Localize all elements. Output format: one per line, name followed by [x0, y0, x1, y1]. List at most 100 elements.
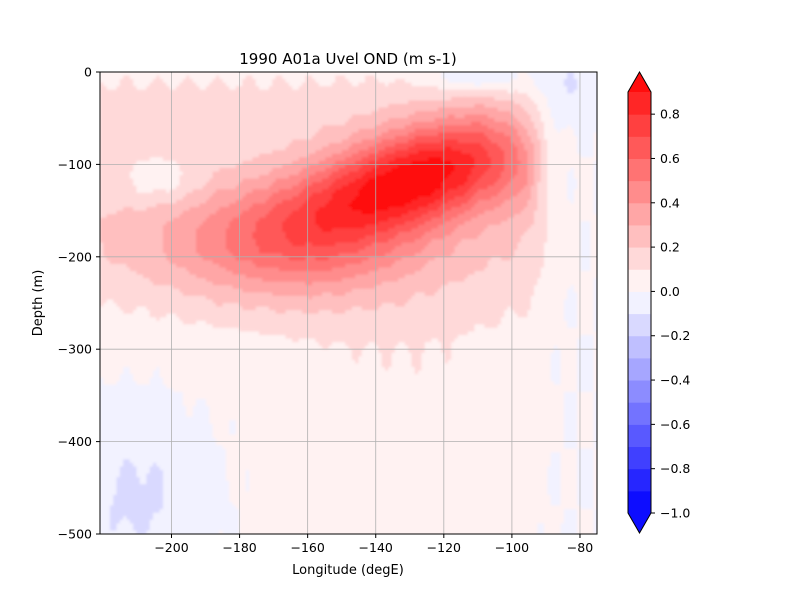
field-cell — [567, 167, 572, 173]
field-cell — [249, 143, 254, 148]
field-cell — [547, 139, 552, 144]
field-cell — [361, 153, 366, 158]
field-cell — [176, 100, 181, 105]
field-cell — [288, 100, 293, 105]
field-cell — [497, 171, 502, 176]
field-cell — [534, 139, 538, 144]
field-cell — [222, 150, 227, 155]
field-cell — [133, 132, 138, 137]
field-cell — [543, 167, 548, 173]
field-cell — [510, 171, 515, 176]
field-cell — [444, 164, 449, 169]
field-cell — [573, 139, 578, 144]
field-cell — [222, 167, 227, 173]
field-cell — [182, 107, 187, 112]
field-cell — [510, 100, 515, 105]
field-cell — [467, 86, 472, 91]
field-cell — [298, 114, 303, 119]
field-cell — [199, 86, 204, 91]
field-cell — [100, 89, 104, 94]
field-cell — [275, 143, 280, 148]
field-cell — [557, 128, 562, 134]
field-cell — [139, 139, 144, 144]
field-cell — [321, 82, 326, 87]
field-cell — [109, 114, 114, 119]
field-cell — [447, 139, 452, 144]
field-cell — [222, 86, 227, 91]
field-cell — [358, 103, 363, 109]
field-cell — [461, 93, 466, 98]
field-cell — [245, 86, 250, 91]
field-cell — [388, 118, 393, 123]
field-cell — [454, 86, 459, 91]
field-cell — [381, 164, 386, 169]
field-cell — [146, 93, 151, 98]
field-cell — [547, 100, 552, 105]
field-cell — [414, 171, 419, 176]
field-cell — [278, 93, 283, 98]
field-cell — [557, 111, 562, 116]
field-cell — [560, 89, 565, 94]
field-cell — [414, 164, 419, 169]
field-cell — [318, 128, 323, 134]
field-cell — [365, 72, 369, 77]
field-cell — [245, 118, 250, 123]
field-cell — [172, 153, 177, 158]
field-cell — [451, 128, 456, 134]
field-cell — [570, 79, 575, 84]
field-cell — [375, 72, 379, 77]
field-cell — [550, 114, 555, 119]
field-cell — [245, 79, 250, 84]
field-cell — [325, 107, 330, 112]
field-cell — [302, 150, 307, 155]
field-cell — [272, 72, 277, 77]
field-cell — [113, 160, 118, 165]
field-cell — [527, 143, 532, 148]
field-cell — [454, 132, 459, 137]
field-cell — [590, 86, 595, 91]
field-cell — [361, 75, 366, 80]
field-cell — [378, 100, 383, 105]
field-cell — [431, 139, 436, 144]
field-cell — [394, 171, 399, 176]
field-cell — [153, 157, 157, 162]
field-cell — [159, 75, 164, 80]
field-cell — [451, 153, 456, 158]
field-cell — [418, 86, 422, 91]
field-cell — [381, 143, 386, 148]
field-cell — [219, 167, 224, 173]
field-cell — [109, 160, 114, 165]
field-cell — [282, 86, 287, 91]
field-cell — [447, 160, 452, 165]
field-cell — [341, 171, 346, 176]
field-cell — [262, 171, 267, 176]
field-cell — [497, 143, 502, 148]
field-cell — [119, 107, 124, 112]
field-cell — [119, 118, 124, 123]
field-cell — [365, 167, 369, 173]
field-cell — [454, 93, 459, 98]
field-cell — [215, 139, 220, 144]
field-cell — [471, 121, 475, 126]
field-cell — [212, 121, 217, 126]
field-cell — [408, 146, 413, 151]
field-cell — [384, 75, 389, 80]
field-cell — [560, 79, 565, 84]
field-cell — [365, 107, 369, 112]
field-cell — [451, 107, 456, 112]
field-cell — [514, 128, 519, 134]
field-cell — [560, 96, 565, 102]
field-cell — [500, 146, 505, 151]
field-cell — [335, 171, 340, 176]
field-cell — [268, 153, 273, 158]
field-cell — [510, 82, 515, 87]
field-cell — [497, 89, 502, 94]
field-cell — [133, 175, 138, 180]
field-cell — [341, 82, 346, 87]
field-cell — [368, 125, 373, 130]
field-cell — [272, 75, 277, 80]
field-cell — [378, 139, 383, 144]
field-cell — [550, 89, 555, 94]
field-cell — [431, 107, 436, 112]
field-cell — [282, 107, 287, 112]
